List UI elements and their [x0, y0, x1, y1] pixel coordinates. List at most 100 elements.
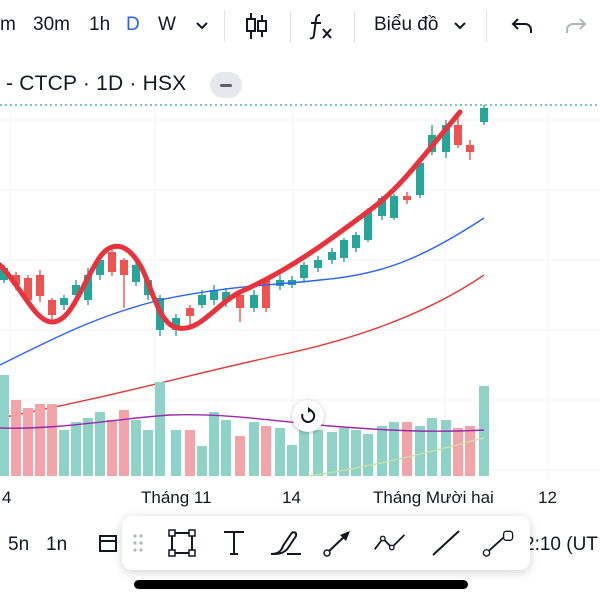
- volume-bar: [131, 420, 141, 476]
- volume-bar: [221, 420, 231, 476]
- candle-body: [416, 163, 424, 195]
- chevron-down-icon[interactable]: [186, 10, 218, 42]
- candle-body: [250, 295, 258, 308]
- candle-body: [352, 235, 360, 248]
- volume-moving-average: [0, 414, 485, 432]
- volume-bar: [155, 382, 165, 476]
- moving-average-red: [0, 274, 485, 419]
- volume-bar: [377, 426, 387, 476]
- volume-bar: [23, 408, 33, 476]
- timezone-clock[interactable]: 2:10 (UT: [524, 534, 598, 555]
- home-indicator: [134, 580, 468, 589]
- candle-body: [108, 252, 116, 272]
- rectangle-icon[interactable]: [164, 526, 200, 560]
- volume-bar: [287, 445, 297, 476]
- volume-bar: [249, 422, 259, 476]
- candle-body: [210, 290, 218, 300]
- range-1-day[interactable]: 1n: [46, 534, 68, 555]
- candle-body: [276, 280, 284, 286]
- toolbar-divider: [354, 10, 355, 42]
- volume-bar: [261, 426, 271, 476]
- candle-body: [262, 280, 270, 308]
- candle-body: [442, 125, 450, 152]
- trend-line-icon[interactable]: [428, 526, 464, 560]
- text-icon[interactable]: [216, 526, 252, 560]
- arrow-icon[interactable]: [320, 526, 356, 560]
- volume-bar: [235, 436, 245, 476]
- minus-icon: [220, 83, 232, 87]
- toolbar-divider: [290, 10, 291, 42]
- volume-bar: [299, 426, 309, 476]
- candle-body: [378, 198, 386, 216]
- volume-bar: [11, 400, 21, 476]
- top-toolbar: m 30m 1h D W Biểu đồ: [0, 0, 600, 52]
- volume-bar: [479, 386, 489, 476]
- timeframe-30m[interactable]: 30m: [33, 14, 70, 35]
- volume-bar: [351, 430, 361, 476]
- volume-bar: [453, 428, 463, 476]
- candle-body: [36, 275, 44, 296]
- brush-icon[interactable]: [268, 526, 304, 560]
- candlestick-icon[interactable]: [240, 10, 272, 42]
- reset-chart-button[interactable]: [292, 400, 324, 432]
- candle-body: [454, 125, 462, 145]
- volume-bar: [0, 375, 9, 476]
- volume-bar: [171, 430, 181, 476]
- volume-bar: [47, 404, 57, 476]
- candle-body: [84, 275, 92, 300]
- timeframe-day[interactable]: D: [126, 14, 140, 35]
- price-chart[interactable]: [0, 100, 600, 490]
- range-5-days[interactable]: 5n: [8, 534, 30, 555]
- candle-body: [96, 260, 104, 275]
- candle-body: [364, 212, 372, 240]
- volume-bar: [427, 418, 437, 476]
- x-axis-label: Tháng Mười hai: [373, 488, 494, 507]
- candle-body: [403, 196, 411, 200]
- toolbar-divider: [486, 10, 487, 42]
- candle-body: [24, 278, 32, 300]
- volume-bar: [465, 426, 475, 476]
- date-range-icon[interactable]: [98, 532, 120, 560]
- grip-icon[interactable]: [132, 533, 144, 558]
- candle-body: [300, 265, 308, 278]
- volume-bar: [339, 428, 349, 476]
- volume-bar: [363, 434, 373, 476]
- candle-body: [186, 308, 194, 316]
- candle-body: [48, 300, 56, 315]
- candle-body: [480, 108, 488, 122]
- ray-line-icon[interactable]: [482, 526, 518, 560]
- drawn-trend-curve: [0, 109, 463, 331]
- volume-bar: [83, 418, 93, 476]
- timeframe-week[interactable]: W: [158, 14, 176, 35]
- candle-body: [0, 268, 8, 280]
- chevron-down-icon[interactable]: [444, 10, 476, 42]
- candle-body: [120, 260, 128, 275]
- symbol-title[interactable]: - CTCP · 1D · HSX: [6, 72, 187, 95]
- collapse-legend-button[interactable]: [210, 72, 242, 98]
- volume-bar: [197, 446, 207, 476]
- redo-icon[interactable]: [560, 10, 592, 42]
- candle-body: [314, 260, 322, 268]
- volume-bar: [389, 422, 399, 476]
- candle-body: [72, 285, 80, 295]
- timeframe-1h[interactable]: 1h: [89, 14, 111, 35]
- candle-body: [236, 295, 244, 308]
- drawing-toolbar: [122, 516, 530, 570]
- volume-bar: [95, 412, 105, 476]
- volume-bar: [107, 420, 117, 476]
- indicators-fx-icon[interactable]: [305, 10, 337, 42]
- path-icon[interactable]: [372, 526, 408, 560]
- volume-bar: [143, 430, 153, 476]
- candle-body: [340, 240, 348, 258]
- x-axis-label: 12: [538, 488, 557, 507]
- volume-trend-line: [309, 437, 485, 477]
- candle-body: [328, 252, 336, 260]
- volume-bar: [35, 404, 45, 476]
- timeframe-minute[interactable]: m: [0, 14, 16, 35]
- volume-bar: [313, 430, 323, 476]
- volume-bar: [327, 432, 337, 476]
- volume-bar: [415, 426, 425, 476]
- undo-icon[interactable]: [506, 10, 538, 42]
- chart-type-dropdown[interactable]: Biểu đồ: [374, 14, 439, 35]
- volume-bar: [209, 412, 219, 476]
